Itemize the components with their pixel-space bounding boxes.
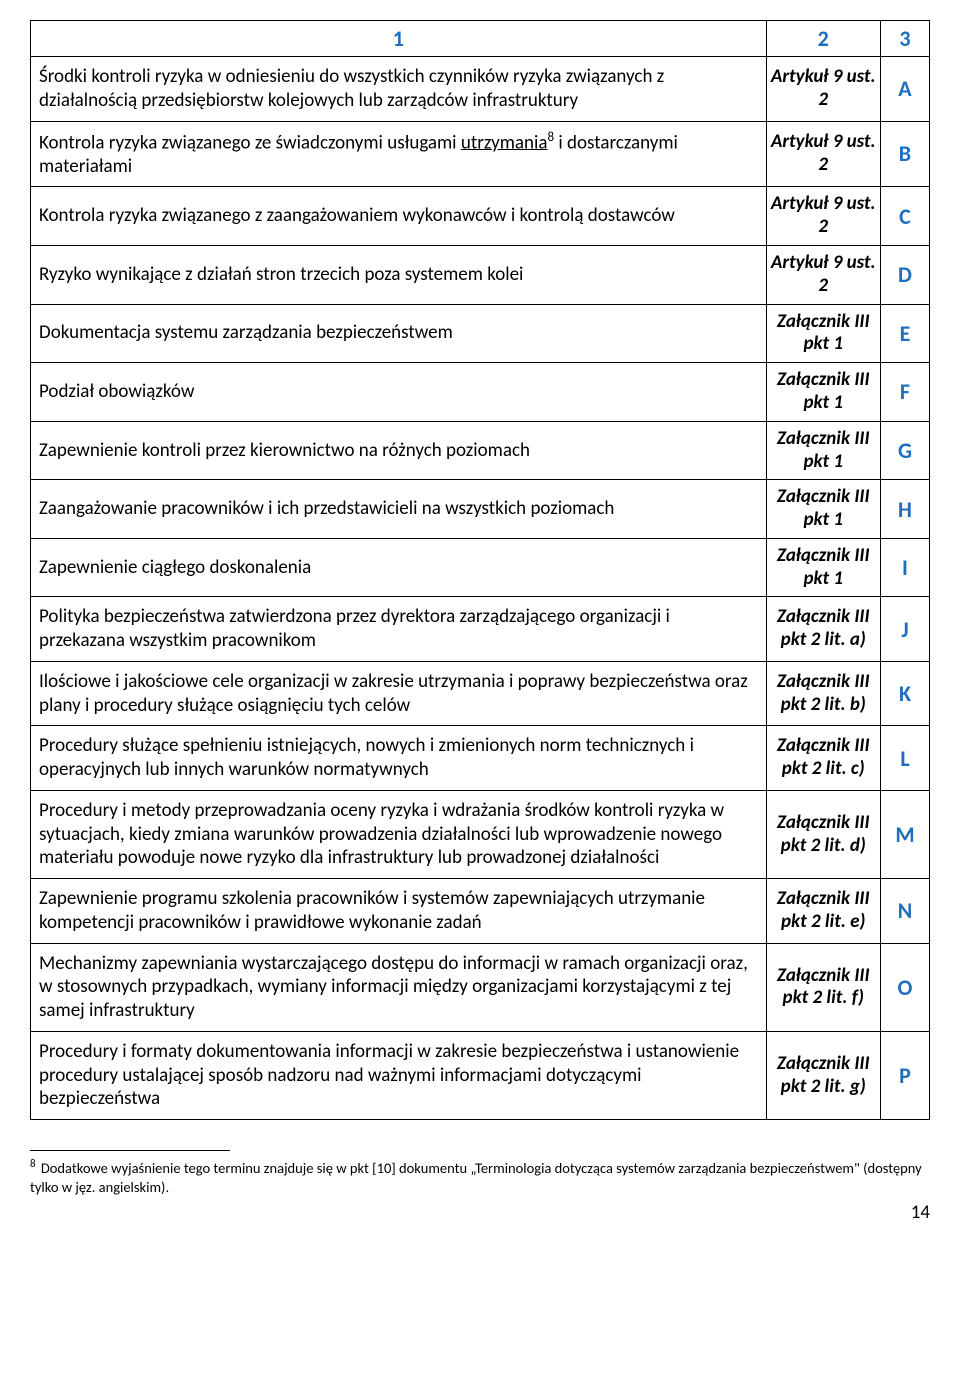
row-code: L bbox=[880, 726, 929, 791]
row-reference: Artykuł 9 ust. 2 bbox=[766, 57, 880, 122]
table-row: Zapewnienie kontroli przez kierownictwo … bbox=[31, 421, 930, 480]
row-code: G bbox=[880, 421, 929, 480]
row-description: Procedury służące spełnieniu istniejącyc… bbox=[31, 726, 767, 791]
footnote-separator bbox=[30, 1150, 230, 1151]
row-description: Środki kontroli ryzyka w odniesieniu do … bbox=[31, 57, 767, 122]
row-description: Mechanizmy zapewniania wystarczającego d… bbox=[31, 943, 767, 1031]
row-reference: Załącznik III pkt 2 lit. a) bbox=[766, 597, 880, 662]
row-description: Procedury i formaty dokumentowania infor… bbox=[31, 1031, 767, 1119]
row-code: F bbox=[880, 363, 929, 422]
row-reference: Załącznik III pkt 1 bbox=[766, 304, 880, 363]
table-row: Zaangażowanie pracowników i ich przedsta… bbox=[31, 480, 930, 539]
row-code: M bbox=[880, 790, 929, 878]
row-description: Zapewnienie kontroli przez kierownictwo … bbox=[31, 421, 767, 480]
row-reference: Załącznik III pkt 1 bbox=[766, 363, 880, 422]
table-row: Dokumentacja systemu zarządzania bezpiec… bbox=[31, 304, 930, 363]
table-row: Środki kontroli ryzyka w odniesieniu do … bbox=[31, 57, 930, 122]
table-row: Zapewnienie programu szkolenia pracownik… bbox=[31, 879, 930, 944]
row-reference: Załącznik III pkt 2 lit. f) bbox=[766, 943, 880, 1031]
row-code: D bbox=[880, 245, 929, 304]
table-header-row: 1 2 3 bbox=[31, 21, 930, 57]
row-description: Ilościowe i jakościowe cele organizacji … bbox=[31, 661, 767, 726]
header-col2: 2 bbox=[766, 21, 880, 57]
row-code: O bbox=[880, 943, 929, 1031]
row-reference: Załącznik III pkt 2 lit. d) bbox=[766, 790, 880, 878]
row-description: Ryzyko wynikające z działań stron trzeci… bbox=[31, 245, 767, 304]
table-row: Mechanizmy zapewniania wystarczającego d… bbox=[31, 943, 930, 1031]
row-description: Kontrola ryzyka związanego ze świadczony… bbox=[31, 121, 767, 187]
table-row: Procedury służące spełnieniu istniejącyc… bbox=[31, 726, 930, 791]
table-row: Podział obowiązków Załącznik III pkt 1 F bbox=[31, 363, 930, 422]
page-number: 14 bbox=[30, 1201, 930, 1224]
footnote-text: Dodatkowe wyjaśnienie tego terminu znajd… bbox=[30, 1159, 922, 1196]
requirements-table: 1 2 3 Środki kontroli ryzyka w odniesien… bbox=[30, 20, 930, 1120]
table-row: Kontrola ryzyka związanego ze świadczony… bbox=[31, 121, 930, 187]
row-reference: Załącznik III pkt 2 lit. e) bbox=[766, 879, 880, 944]
row-code: I bbox=[880, 538, 929, 597]
row-reference: Załącznik III pkt 2 lit. b) bbox=[766, 661, 880, 726]
footnote-number: 8 bbox=[30, 1157, 36, 1170]
row-description: Zapewnienie programu szkolenia pracownik… bbox=[31, 879, 767, 944]
table-row: Procedury i metody przeprowadzania oceny… bbox=[31, 790, 930, 878]
row-code: E bbox=[880, 304, 929, 363]
row-reference: Załącznik III pkt 1 bbox=[766, 421, 880, 480]
table-row: Kontrola ryzyka związanego z zaangażowan… bbox=[31, 187, 930, 246]
row-description: Zapewnienie ciągłego doskonalenia bbox=[31, 538, 767, 597]
footnote: 8 Dodatkowe wyjaśnienie tego terminu zna… bbox=[30, 1157, 930, 1197]
row-description: Podział obowiązków bbox=[31, 363, 767, 422]
row-code: H bbox=[880, 480, 929, 539]
row-code: N bbox=[880, 879, 929, 944]
desc-underlined: utrzymania bbox=[461, 131, 548, 154]
row-reference: Załącznik III pkt 1 bbox=[766, 480, 880, 539]
table-row: Procedury i formaty dokumentowania infor… bbox=[31, 1031, 930, 1119]
row-reference: Artykuł 9 ust. 2 bbox=[766, 121, 880, 187]
header-col1: 1 bbox=[31, 21, 767, 57]
row-description: Polityka bezpieczeństwa zatwierdzona prz… bbox=[31, 597, 767, 662]
row-reference: Załącznik III pkt 2 lit. c) bbox=[766, 726, 880, 791]
row-code: K bbox=[880, 661, 929, 726]
table-row: Ilościowe i jakościowe cele organizacji … bbox=[31, 661, 930, 726]
row-description: Procedury i metody przeprowadzania oceny… bbox=[31, 790, 767, 878]
row-code: A bbox=[880, 57, 929, 122]
row-description: Kontrola ryzyka związanego z zaangażowan… bbox=[31, 187, 767, 246]
row-reference: Załącznik III pkt 2 lit. g) bbox=[766, 1031, 880, 1119]
row-description: Zaangażowanie pracowników i ich przedsta… bbox=[31, 480, 767, 539]
table-row: Zapewnienie ciągłego doskonalenia Załącz… bbox=[31, 538, 930, 597]
row-code: J bbox=[880, 597, 929, 662]
row-code: P bbox=[880, 1031, 929, 1119]
header-col3: 3 bbox=[880, 21, 929, 57]
row-code: C bbox=[880, 187, 929, 246]
desc-pre: Kontrola ryzyka związanego ze świadczony… bbox=[39, 131, 461, 154]
row-reference: Artykuł 9 ust. 2 bbox=[766, 187, 880, 246]
table-row: Polityka bezpieczeństwa zatwierdzona prz… bbox=[31, 597, 930, 662]
row-description: Dokumentacja systemu zarządzania bezpiec… bbox=[31, 304, 767, 363]
table-row: Ryzyko wynikające z działań stron trzeci… bbox=[31, 245, 930, 304]
row-reference: Artykuł 9 ust. 2 bbox=[766, 245, 880, 304]
row-reference: Załącznik III pkt 1 bbox=[766, 538, 880, 597]
row-code: B bbox=[880, 121, 929, 187]
